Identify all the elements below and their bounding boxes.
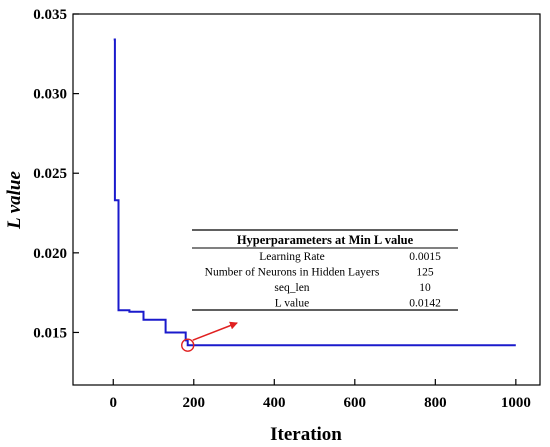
table-param-name: L value <box>275 298 309 310</box>
table-param-value: 0.0142 <box>409 298 441 310</box>
x-axis-label: Iteration <box>270 424 342 445</box>
y-tick-label: 0.015 <box>33 325 67 341</box>
annotation-group: Hyperparameters at Min L value Learning R… <box>181 229 458 352</box>
x-tick-label: 600 <box>344 395 367 411</box>
plot-frame <box>72 13 541 386</box>
y-tick-label: 0.035 <box>33 7 67 23</box>
hyperparameter-table: Hyperparameters at Min L value Learning R… <box>192 229 458 311</box>
table-param-value: 10 <box>419 282 431 294</box>
y-axis-label: L value <box>4 171 25 230</box>
y-tick-label: 0.020 <box>33 246 67 262</box>
table-param-name: Number of Neurons in Hidden Layers <box>205 267 380 279</box>
x-tick-label: 0 <box>110 395 118 411</box>
annotation-arrow <box>192 321 238 341</box>
table-title: Hyperparameters at Min L value <box>237 233 414 247</box>
x-axis-ticks: 0 200 400 600 800 1000 <box>110 379 531 411</box>
y-tick-label: 0.025 <box>33 166 67 182</box>
y-axis-ticks: 0.015 0.020 0.025 0.030 0.035 <box>33 7 79 341</box>
x-tick-label: 800 <box>424 395 447 411</box>
y-tick-label: 0.030 <box>33 87 67 103</box>
x-tick-label: 400 <box>263 395 286 411</box>
table-param-value: 125 <box>416 267 434 279</box>
series-line <box>113 38 516 347</box>
x-tick-label: 200 <box>183 395 206 411</box>
table-param-name: Learning Rate <box>259 251 324 263</box>
table-param-value: 0.0015 <box>409 251 441 263</box>
x-tick-label: 1000 <box>501 395 531 411</box>
min-value-marker <box>181 338 195 352</box>
table-param-name: seq_len <box>274 282 309 294</box>
